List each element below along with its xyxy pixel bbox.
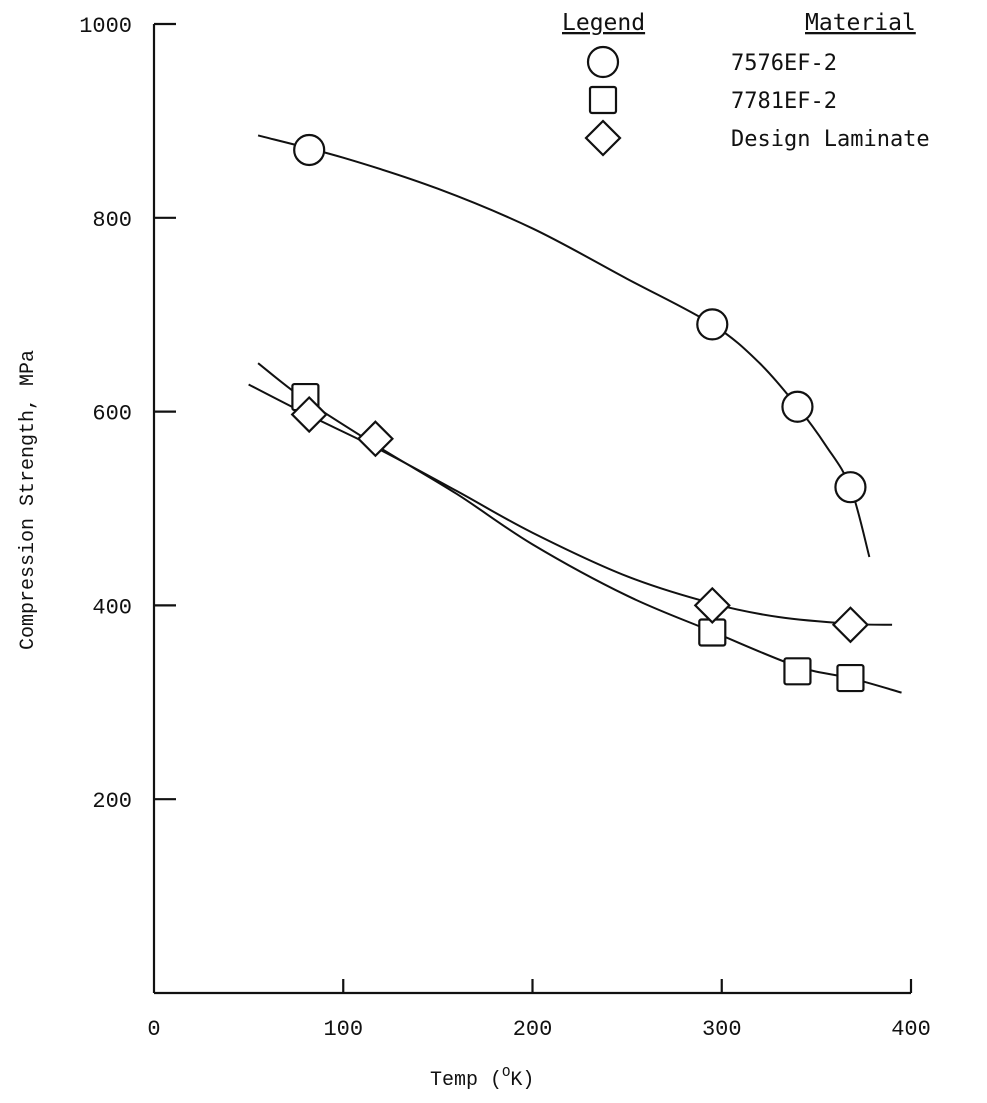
fit-curve-7781ef-2	[257, 362, 902, 694]
legend-marker-7781ef-2	[588, 85, 618, 115]
data-point-7576ef-2	[834, 471, 867, 504]
x-axis-title-superscript: O	[502, 1065, 510, 1081]
legend-header: Legend	[562, 10, 645, 36]
legend: Legend Material 7576EF-2 7781EF-2 Design L…	[562, 10, 930, 157]
legend-label-design-laminate: Design Laminate	[731, 127, 930, 152]
legend-marker-design-laminate	[584, 119, 622, 157]
x-tick-label: 0	[147, 1017, 160, 1042]
legend-marker-7576ef-2	[586, 45, 620, 79]
fit-curve-design-laminate	[248, 383, 893, 626]
data-markers	[290, 133, 869, 693]
data-point-7576ef-2	[781, 390, 814, 423]
fit-curves	[248, 134, 902, 694]
axes	[152, 24, 911, 995]
y-tick-label: 200	[92, 789, 132, 814]
data-point-7576ef-2	[293, 133, 326, 167]
data-point-design-laminate	[356, 420, 394, 458]
material-header: Material	[805, 10, 916, 36]
data-point-7576ef-2	[696, 308, 729, 341]
y-tick-label: 600	[92, 402, 132, 427]
x-tick-label: 300	[702, 1017, 742, 1042]
fit-curve-7576ef-2	[257, 134, 871, 558]
legend-label-7576ef-2: 7576EF-2	[731, 51, 837, 76]
y-axis-title: Compression Strength, MPa	[17, 350, 40, 650]
y-tick-label: 800	[92, 208, 132, 233]
data-point-design-laminate	[831, 606, 869, 644]
y-tick-label: 1000	[79, 14, 132, 39]
ticks: 0 100 200 300 400 200 400 600 800 1000	[79, 14, 931, 1042]
x-tick-label: 100	[323, 1017, 363, 1042]
legend-entries: 7576EF-2 7781EF-2 Design Laminate	[584, 45, 930, 157]
x-tick-label: 200	[513, 1017, 553, 1042]
x-tick-label: 400	[891, 1017, 931, 1042]
x-axis-title: Temp (OK)	[430, 1065, 534, 1092]
legend-label-7781ef-2: 7781EF-2	[731, 89, 837, 114]
data-point-design-laminate	[693, 586, 731, 624]
data-point-7781ef-2	[783, 657, 812, 686]
data-point-design-laminate	[290, 395, 328, 434]
data-point-7781ef-2	[836, 663, 865, 693]
y-tick-label: 400	[92, 595, 132, 620]
